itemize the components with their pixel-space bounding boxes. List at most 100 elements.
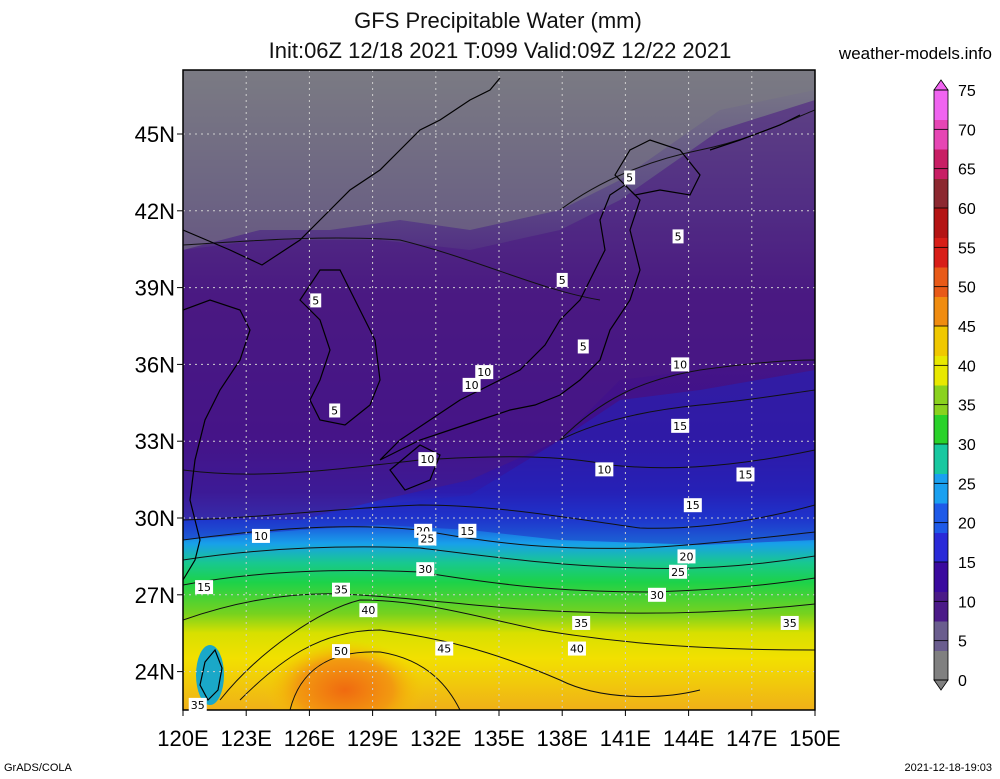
contour-label: 25 [669,564,688,579]
contour-label-bg [251,528,270,543]
contour-label: 5 [672,229,684,244]
contour-label-text: 40 [361,604,375,617]
colorbar-segment [934,414,948,445]
contour-label: 10 [671,357,690,372]
contour-label-text: 30 [650,589,664,602]
contour-label-bg [567,641,586,656]
contour-label: 30 [648,587,666,602]
colorbar-segment [934,90,948,120]
contour-10 [183,449,815,475]
longitude-axis: 120E 123E 126E 129E 132E 135E 138E 141E 144E 147E… [157,710,841,751]
latitude-axis: 45N 42N 39N 36N 33N 30N 27N 24N [135,122,183,685]
contour-label: 10 [418,452,437,467]
contour-label-text: 50 [334,645,348,658]
taiwan-anomaly [196,645,224,705]
contour-label-bg [677,549,696,564]
contour-label-text: 35 [334,584,348,597]
colorbar-label: 0 [958,673,967,690]
contour-label-bg [669,564,688,579]
lon-tick-label: 147E [726,726,777,751]
contour-label-text: 5 [675,230,682,243]
coast-kyushu [389,444,441,491]
contour-label-text: 35 [783,617,797,630]
lon-tick-label: 135E [473,726,524,751]
contour-label-text: 15 [686,499,700,512]
colorbar-segment [934,149,948,179]
contour-label: 10 [251,528,270,543]
colorbar-segment [934,267,948,297]
colorbar-label: 55 [958,240,976,257]
contour-label-bg [577,339,589,354]
contour-label-bg [462,377,481,392]
contour-45 [239,629,701,701]
contour-label: 20 [677,549,696,564]
contour-label-text: 40 [570,643,584,656]
contour-labels: 5555551010101010101515151515202025253030… [188,170,799,712]
coast-kurils [709,114,801,151]
colorbar-label: 45 [958,319,976,336]
contour-label: 15 [458,523,477,538]
contour-label-text: 35 [191,699,205,712]
contour-label-bg [672,229,684,244]
colorbar-label: 15 [958,555,976,572]
contour-label-text: 10 [673,358,687,371]
colorbar-segment [934,621,948,651]
contour-label: 10 [462,377,481,392]
lat-tick-label: 33N [135,429,175,454]
colorbar: 0 5 10 15 20 25 30 35 40 45 50 55 60 65 70 75 [933,79,976,691]
site-label: weather-models.info [838,44,992,63]
contour-30 [183,570,815,593]
contour-lines [183,109,815,710]
contour-10b [559,359,815,441]
colorbar-label: 40 [958,358,976,375]
colorbar-label: 60 [958,201,976,218]
contour-label-bg [648,587,666,602]
contour-label-bg [359,603,378,618]
colorbar-segment [934,503,948,533]
contour-label-bg [671,357,690,372]
lat-tick-label: 36N [135,352,175,377]
contour-40 [219,599,815,701]
contour-label-text: 30 [418,563,432,576]
lon-tick-label: 132E [410,726,461,751]
coastlines [183,77,801,701]
colorbar-segment [934,444,948,474]
contour-label-bg [683,498,702,513]
contour-label-text: 10 [477,366,491,379]
coast-honshu [379,184,641,461]
colorbar-segment [934,237,948,268]
contour-label-bg [332,582,350,597]
contour-label-bg [595,462,614,477]
mid-pw-region [183,370,815,545]
contour-label-bg [458,523,477,538]
lon-tick-label: 141E [600,726,651,751]
contour-label-text: 5 [626,172,633,185]
colorbar-segment [934,650,948,681]
contour-label: 5 [556,272,568,287]
contour-label-bg [475,365,494,380]
contour-label: 45 [435,641,454,656]
colorbar-segment [934,355,948,386]
contour-label-text: 10 [465,379,479,392]
contour-label: 5 [624,170,636,185]
contour-label-bg [572,615,591,630]
lon-tick-label: 126E [284,726,335,751]
contour-label-text: 15 [197,581,211,594]
colorbar-segment [934,532,948,563]
coast-taiwan [199,648,223,701]
contour-label: 5 [329,403,341,418]
contour-label-text: 15 [738,468,752,481]
contour-label-bg [310,293,322,308]
colorbar-min-arrow [933,679,949,691]
contour-label: 30 [416,562,435,577]
contour-label-bg [435,641,454,656]
lat-tick-label: 39N [135,276,175,301]
contour-label: 35 [188,697,207,712]
contour-label: 15 [683,498,702,513]
lon-tick-label: 120E [157,726,208,751]
colorbar-segment [934,296,948,327]
colorbar-label: 70 [958,122,976,139]
colorbar-label: 25 [958,476,976,493]
contour-label: 10 [595,462,614,477]
contour-label: 35 [572,615,591,630]
